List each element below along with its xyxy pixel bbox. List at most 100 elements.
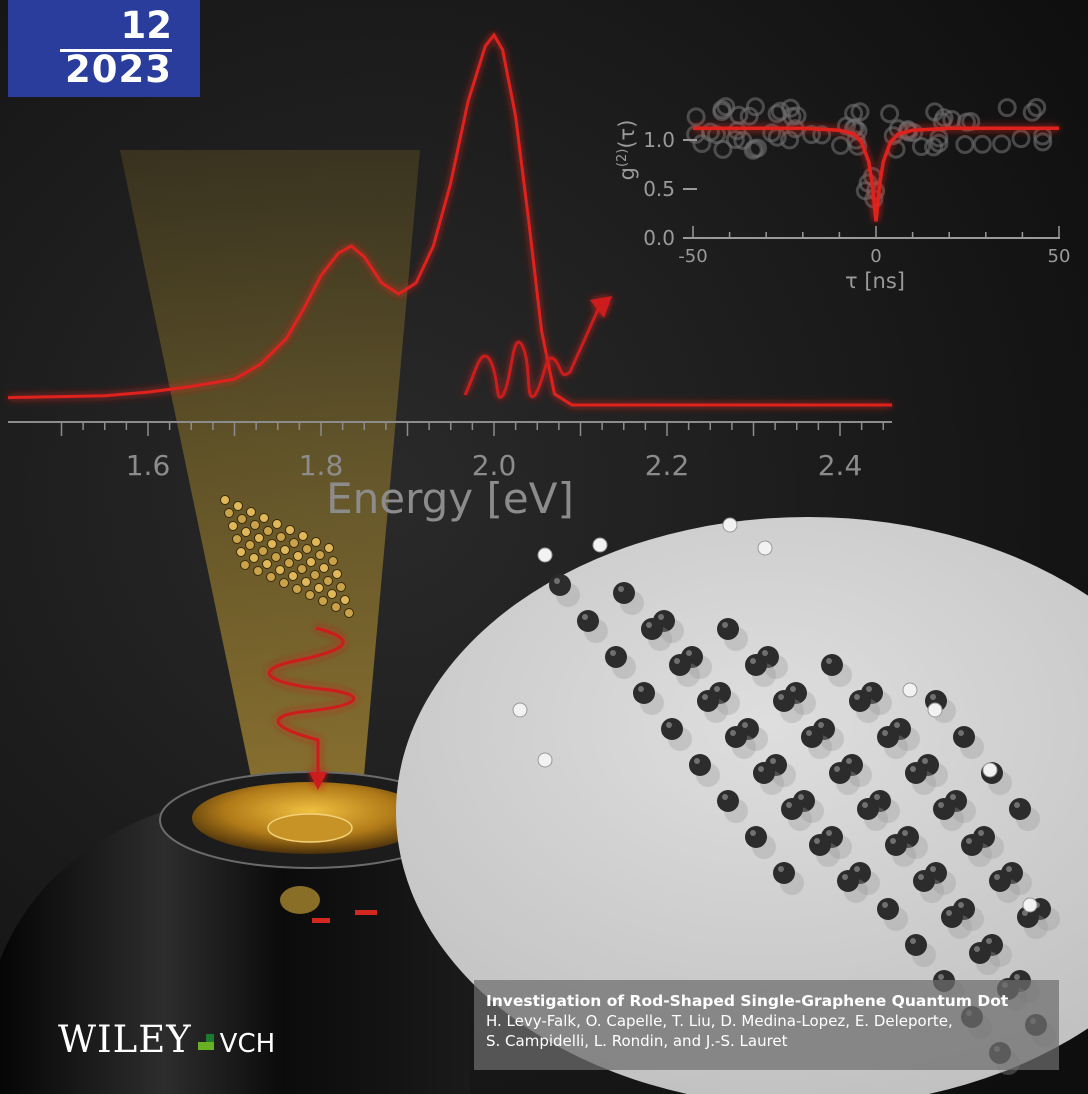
flake-atom xyxy=(276,532,286,542)
atom-highlight xyxy=(910,766,916,772)
carbon-atom xyxy=(633,682,655,704)
g2-point xyxy=(1022,102,1042,122)
atom-highlight xyxy=(882,730,888,736)
atom-highlight xyxy=(938,974,944,980)
article-title: Investigation of Rod-Shaped Single-Graph… xyxy=(486,992,1009,1010)
atom-highlight xyxy=(846,758,852,764)
atom-highlight xyxy=(890,838,896,844)
carbon-atom xyxy=(753,762,775,784)
atom-highlight xyxy=(1014,802,1020,808)
flake-atom xyxy=(245,540,255,550)
carbon-atom xyxy=(613,582,635,604)
flake-atom xyxy=(340,595,350,605)
atom-highlight xyxy=(666,722,672,728)
flake-atom xyxy=(314,583,324,593)
flake-atom xyxy=(237,514,247,524)
flake-atom xyxy=(228,521,238,531)
hydrogen-atom xyxy=(592,537,608,553)
energy-axis-label: Energy [eV] xyxy=(326,474,574,523)
g2-y-tick-label: 0.5 xyxy=(643,177,675,201)
atom-highlight xyxy=(770,758,776,764)
carbon-atom xyxy=(773,690,795,712)
atom-highlight xyxy=(958,730,964,736)
publisher-logo: WILEY VCH xyxy=(58,1018,275,1061)
issue-year: 2023 xyxy=(65,48,172,91)
energy-tick-label: 2.0 xyxy=(472,449,517,482)
flake-atom xyxy=(289,538,299,548)
flake-atom xyxy=(253,566,263,576)
carbon-atom xyxy=(877,726,899,748)
carbon-atom xyxy=(989,870,1011,892)
g2-point xyxy=(831,136,851,155)
g2-point xyxy=(739,106,759,126)
carbon-atom xyxy=(913,870,935,892)
g2-fit-line xyxy=(693,126,1059,222)
atom-highlight xyxy=(582,614,588,620)
flake-atom xyxy=(275,565,285,575)
atom-highlight xyxy=(694,758,700,764)
g2-point xyxy=(925,102,945,122)
atom-highlight xyxy=(722,622,728,628)
g2-y-axis-label: g(2)(τ) xyxy=(615,120,639,181)
flake-atom xyxy=(292,584,302,594)
atom-highlight xyxy=(1014,974,1020,980)
flake-atom xyxy=(301,577,311,587)
atom-highlight xyxy=(922,758,928,764)
carbon-atom xyxy=(809,834,831,856)
wiley-square-icon xyxy=(197,1034,214,1050)
atom-highlight xyxy=(714,686,720,692)
atom-highlight xyxy=(806,730,812,736)
g2-point xyxy=(1011,129,1031,149)
flake-atom xyxy=(297,564,307,574)
atom-highlight xyxy=(762,650,768,656)
carbon-atom xyxy=(661,718,683,740)
atom-highlight xyxy=(638,686,644,692)
hydrogen-atom xyxy=(757,540,773,556)
flake-atom xyxy=(324,543,334,553)
flake-atom xyxy=(240,560,250,570)
atom-highlight xyxy=(946,910,952,916)
carbon-atom xyxy=(669,654,691,676)
atom-highlight xyxy=(798,794,804,800)
carbon-atom xyxy=(781,798,803,820)
g2-y-tick-label: 0.0 xyxy=(643,226,675,250)
atom-highlight xyxy=(862,802,868,808)
g2-point xyxy=(780,130,800,150)
flake-atom xyxy=(336,582,346,592)
energy-tick-label: 2.2 xyxy=(645,449,690,482)
atom-highlight xyxy=(826,830,832,836)
carbon-atom xyxy=(697,690,719,712)
atom-highlight xyxy=(938,802,944,808)
hydrogen-atom xyxy=(722,517,738,533)
carbon-atom xyxy=(933,798,955,820)
g2-point xyxy=(934,108,954,128)
hydrogen-atom xyxy=(927,702,943,718)
spectrum-chart: 1.6 1.8 2.0 2.2 2.4 Energy [eV] xyxy=(7,32,892,523)
energy-axis-ticks xyxy=(60,422,884,436)
carbon-atom xyxy=(969,942,991,964)
energy-tick-label: 2.4 xyxy=(818,449,863,482)
excitation-photon xyxy=(267,626,356,790)
g2-point xyxy=(725,130,745,149)
flake-atom xyxy=(233,501,243,511)
carbon-atom xyxy=(717,618,739,640)
atom-highlight xyxy=(978,830,984,836)
atom-highlight xyxy=(974,946,980,952)
g2-y-tick-label: 1.0 xyxy=(643,128,675,152)
g2-x-tick-label: 50 xyxy=(1048,246,1071,267)
atom-highlight xyxy=(742,722,748,728)
energy-tick-labels: 1.6 1.8 2.0 2.2 2.4 xyxy=(126,449,863,482)
article-authors-line2: S. Campidelli, L. Rondin, and J.-S. Laur… xyxy=(486,1032,788,1050)
atom-highlight xyxy=(758,766,764,772)
emitted-photon xyxy=(463,296,612,399)
atom-highlight xyxy=(818,722,824,728)
atom-highlight xyxy=(874,794,880,800)
flake-atom xyxy=(280,545,290,555)
atom-highlight xyxy=(646,622,652,628)
atom-highlight xyxy=(618,586,624,592)
g2-y-ticks: 0.0 0.5 1.0 xyxy=(643,128,697,250)
carbon-atom xyxy=(829,762,851,784)
flake-atom xyxy=(266,572,276,582)
carbon-atom xyxy=(605,646,627,668)
g2-point xyxy=(743,140,763,160)
